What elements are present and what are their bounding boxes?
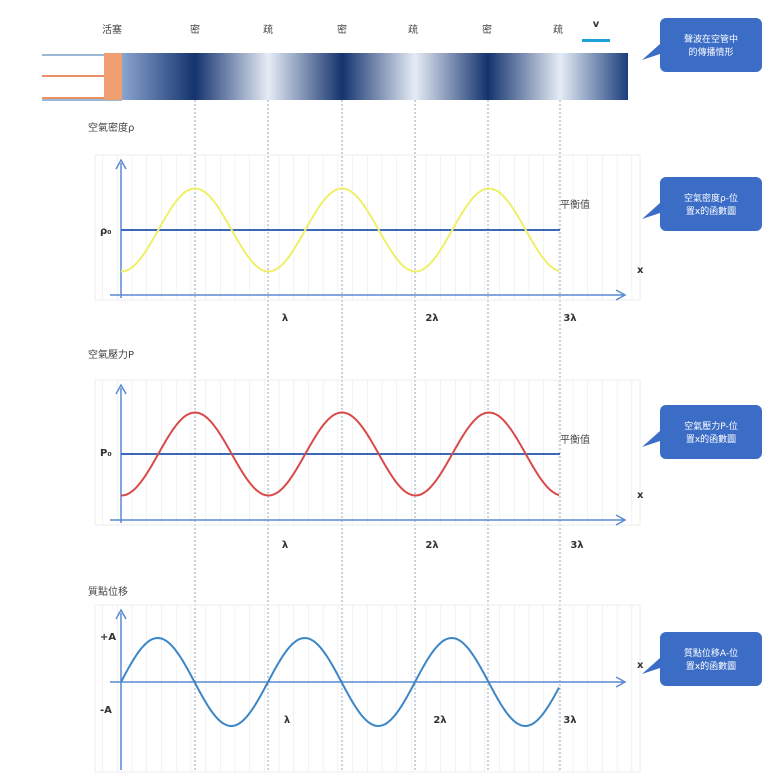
x-tick-label: 3λ xyxy=(563,313,577,324)
velocity-label: v xyxy=(593,19,600,30)
y-label: ρ₀ xyxy=(100,226,112,237)
x-label: x xyxy=(637,265,644,276)
x-tick-label: 3λ xyxy=(570,540,584,551)
grid xyxy=(95,380,640,525)
x-tick-label: λ xyxy=(284,715,291,726)
equilibrium-label: 平衡值 xyxy=(560,433,590,446)
plot-title: 空氣壓力P xyxy=(88,348,134,361)
tube-label: 密 xyxy=(337,23,347,36)
callout-box xyxy=(642,632,762,686)
tube xyxy=(122,53,628,100)
x-tick-label: 2λ xyxy=(433,715,447,726)
y-label: +A xyxy=(100,632,116,643)
page: 活塞密疏密疏密疏v聲波在空管中的傳播情形空氣密度ρ-位置x的函數圖空氣壓力P-位… xyxy=(0,0,774,778)
callout-box xyxy=(642,405,762,459)
y-label: P₀ xyxy=(100,448,112,459)
x-tick-label: 3λ xyxy=(563,715,577,726)
piston xyxy=(104,53,122,100)
callout-box xyxy=(642,18,762,72)
plot-title: 空氣密度ρ xyxy=(88,121,134,134)
diagram: 活塞密疏密疏密疏v聲波在空管中的傳播情形空氣密度ρ-位置x的函數圖空氣壓力P-位… xyxy=(0,0,774,778)
x-tick-label: λ xyxy=(282,313,289,324)
x-label: x xyxy=(637,490,644,501)
y-label: -A xyxy=(100,705,112,716)
x-tick-label: λ xyxy=(282,540,289,551)
equilibrium-label: 平衡值 xyxy=(560,198,590,211)
tube-label: 疏 xyxy=(263,23,273,36)
x-tick-label: 2λ xyxy=(425,313,439,324)
callout-box xyxy=(642,177,762,231)
tube-label: 疏 xyxy=(553,23,563,36)
x-label: x xyxy=(637,660,644,671)
grid xyxy=(95,155,640,300)
plot-title: 質點位移 xyxy=(88,585,128,598)
x-tick-label: 2λ xyxy=(425,540,439,551)
tube-label: 疏 xyxy=(408,23,418,36)
tube-label: 活塞 xyxy=(102,23,122,36)
tube-label: 密 xyxy=(190,23,200,36)
velocity-arrow xyxy=(582,39,610,42)
tube-label: 密 xyxy=(482,23,492,36)
